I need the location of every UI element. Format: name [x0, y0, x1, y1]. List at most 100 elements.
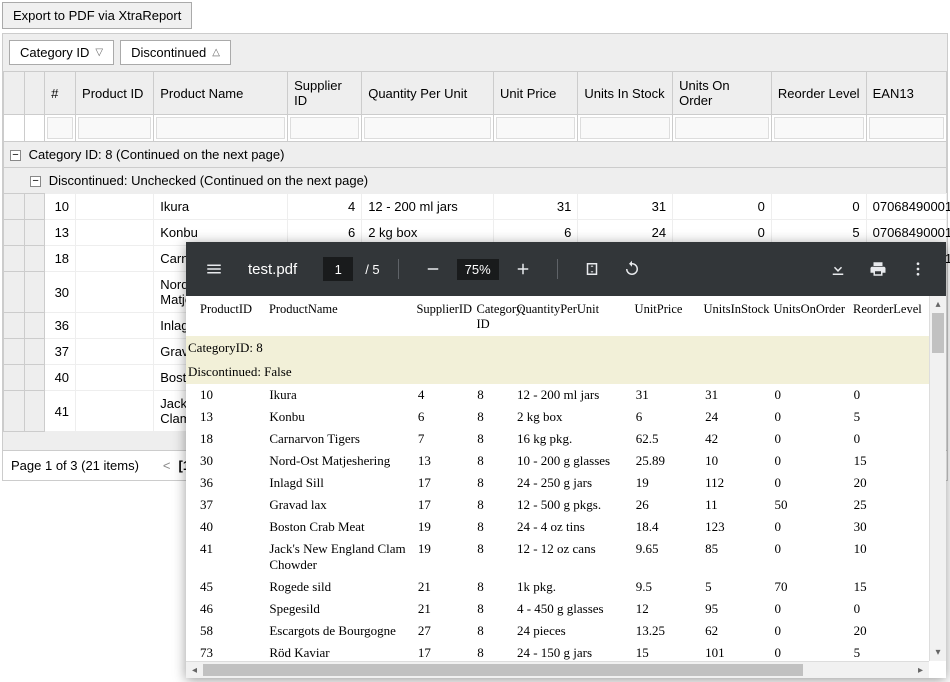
- col-hash[interactable]: #: [45, 72, 76, 115]
- filter-reorder[interactable]: [774, 117, 864, 139]
- filter-productname[interactable]: [156, 117, 285, 139]
- header-row: # Product ID Product Name Supplier ID Qu…: [4, 72, 947, 115]
- pdf-cell: 5: [850, 409, 919, 425]
- download-icon[interactable]: [822, 253, 854, 285]
- zoom-in-icon[interactable]: [507, 253, 539, 285]
- col-supplierid[interactable]: Supplier ID: [288, 72, 362, 115]
- pdf-cell: 8: [473, 541, 513, 573]
- pdf-cell: 19: [632, 475, 701, 491]
- pdf-cell: 36: [196, 475, 265, 491]
- filter-hash[interactable]: [47, 117, 73, 139]
- print-icon[interactable]: [862, 253, 894, 285]
- pdf-body: ProductIDProductNameSupplierIDCategoryID…: [186, 296, 946, 678]
- cell-pid: 37: [45, 339, 76, 365]
- filter-uis[interactable]: [580, 117, 670, 139]
- pdf-cell: 24: [701, 409, 770, 425]
- sort-asc-icon: △: [212, 47, 220, 58]
- cell-rl: 0: [771, 194, 866, 220]
- pdf-page: ProductIDProductNameSupplierIDCategoryID…: [186, 296, 929, 661]
- pdf-cell: Inlagd Sill: [265, 475, 413, 491]
- col-qpu[interactable]: Quantity Per Unit: [362, 72, 494, 115]
- pdf-cell: 19: [414, 541, 473, 573]
- pdf-cell: 12 - 500 g pkgs.: [513, 497, 632, 513]
- pdf-cell: 73: [196, 645, 265, 661]
- filter-unitprice[interactable]: [496, 117, 575, 139]
- pdf-cell: Ikura: [265, 387, 413, 403]
- col-uis[interactable]: Units In Stock: [578, 72, 673, 115]
- pdf-cell: 0: [770, 453, 849, 469]
- pager-prev[interactable]: <: [163, 458, 171, 473]
- collapse-icon[interactable]: −: [10, 150, 21, 161]
- scroll-right-icon[interactable]: ▸: [912, 662, 929, 678]
- pdf-scrollbar-vertical[interactable]: ▴ ▾: [929, 296, 946, 661]
- pdf-cell: 21: [414, 601, 473, 617]
- pdf-scrollbar-horizontal[interactable]: ◂ ▸: [186, 661, 929, 678]
- pdf-cell: 101: [701, 645, 770, 661]
- pdf-cell: 8: [473, 497, 513, 513]
- group-chip-category[interactable]: Category ID ▽: [9, 40, 114, 65]
- col-ean[interactable]: EAN13: [866, 72, 946, 115]
- rotate-icon[interactable]: [616, 253, 648, 285]
- collapse-icon[interactable]: −: [30, 176, 41, 187]
- table-row[interactable]: 10Ikura412 - 200 ml jars3131000706849000…: [4, 194, 947, 220]
- filter-row: [4, 115, 947, 142]
- group-row-discontinued[interactable]: − Discontinued: Unchecked (Continued on …: [4, 168, 947, 194]
- pdf-cell: 30: [850, 519, 919, 535]
- cell-pid: 40: [45, 365, 76, 391]
- menu-icon[interactable]: [198, 253, 230, 285]
- pdf-cell: 24 - 4 oz tins: [513, 519, 632, 535]
- filter-ean[interactable]: [869, 117, 944, 139]
- pdf-cell: 8: [473, 387, 513, 403]
- pdf-cell: 8: [473, 623, 513, 639]
- pdf-cell: 0: [850, 431, 919, 447]
- pdf-cell: 9.5: [632, 579, 701, 595]
- filter-supplierid[interactable]: [290, 117, 359, 139]
- pdf-cell: 0: [770, 519, 849, 535]
- scroll-thumb[interactable]: [203, 664, 803, 676]
- group-row-category[interactable]: − Category ID: 8 (Continued on the next …: [4, 142, 947, 168]
- pdf-cell: 2 kg box: [513, 409, 632, 425]
- cell-pid2: [76, 194, 154, 220]
- pdf-cell: 10: [196, 387, 265, 403]
- col-unitprice[interactable]: Unit Price: [493, 72, 577, 115]
- col-productid[interactable]: Product ID: [76, 72, 154, 115]
- cell-pid2: [76, 272, 154, 313]
- group-text: Discontinued: Unchecked (Continued on th…: [49, 173, 368, 188]
- col-reorder[interactable]: Reorder Level: [771, 72, 866, 115]
- cell-pid2: [76, 246, 154, 272]
- more-icon[interactable]: [902, 253, 934, 285]
- zoom-level[interactable]: 75%: [457, 259, 499, 280]
- col-productname[interactable]: Product Name: [154, 72, 288, 115]
- cell-pid2: [76, 365, 154, 391]
- fit-page-icon[interactable]: [576, 253, 608, 285]
- pdf-col-header: UnitPrice: [631, 300, 700, 334]
- pdf-cell: 7: [414, 431, 473, 447]
- pdf-cell: 15: [850, 579, 919, 595]
- pdf-cell: 37: [196, 497, 265, 513]
- pdf-cell: 15: [632, 645, 701, 661]
- pdf-cell: 0: [850, 601, 919, 617]
- pdf-cell: 18.4: [632, 519, 701, 535]
- pdf-row: 58Escargots de Bourgogne27824 pieces13.2…: [196, 620, 919, 642]
- pdf-cell: 13: [414, 453, 473, 469]
- export-pdf-button[interactable]: Export to PDF via XtraReport: [2, 2, 192, 29]
- pdf-cell: 10: [850, 541, 919, 573]
- col-uoo[interactable]: Units On Order: [673, 72, 772, 115]
- pdf-cell: Spegesild: [265, 601, 413, 617]
- scroll-thumb[interactable]: [932, 313, 944, 353]
- scroll-down-icon[interactable]: ▾: [930, 644, 946, 661]
- filter-productid[interactable]: [78, 117, 151, 139]
- pdf-cell: 4 - 450 g glasses: [513, 601, 632, 617]
- pdf-cell: 19: [414, 519, 473, 535]
- pdf-col-header: CategoryID: [472, 300, 512, 334]
- filter-qpu[interactable]: [364, 117, 491, 139]
- group-chip-discontinued[interactable]: Discontinued △: [120, 40, 231, 65]
- pdf-cell: 70: [770, 579, 849, 595]
- scroll-left-icon[interactable]: ◂: [186, 662, 203, 678]
- pdf-page-input[interactable]: [323, 257, 353, 281]
- zoom-out-icon[interactable]: [417, 253, 449, 285]
- scroll-up-icon[interactable]: ▴: [930, 296, 946, 313]
- filter-uoo[interactable]: [675, 117, 769, 139]
- pdf-cell: 46: [196, 601, 265, 617]
- group-chip-label: Discontinued: [131, 45, 206, 60]
